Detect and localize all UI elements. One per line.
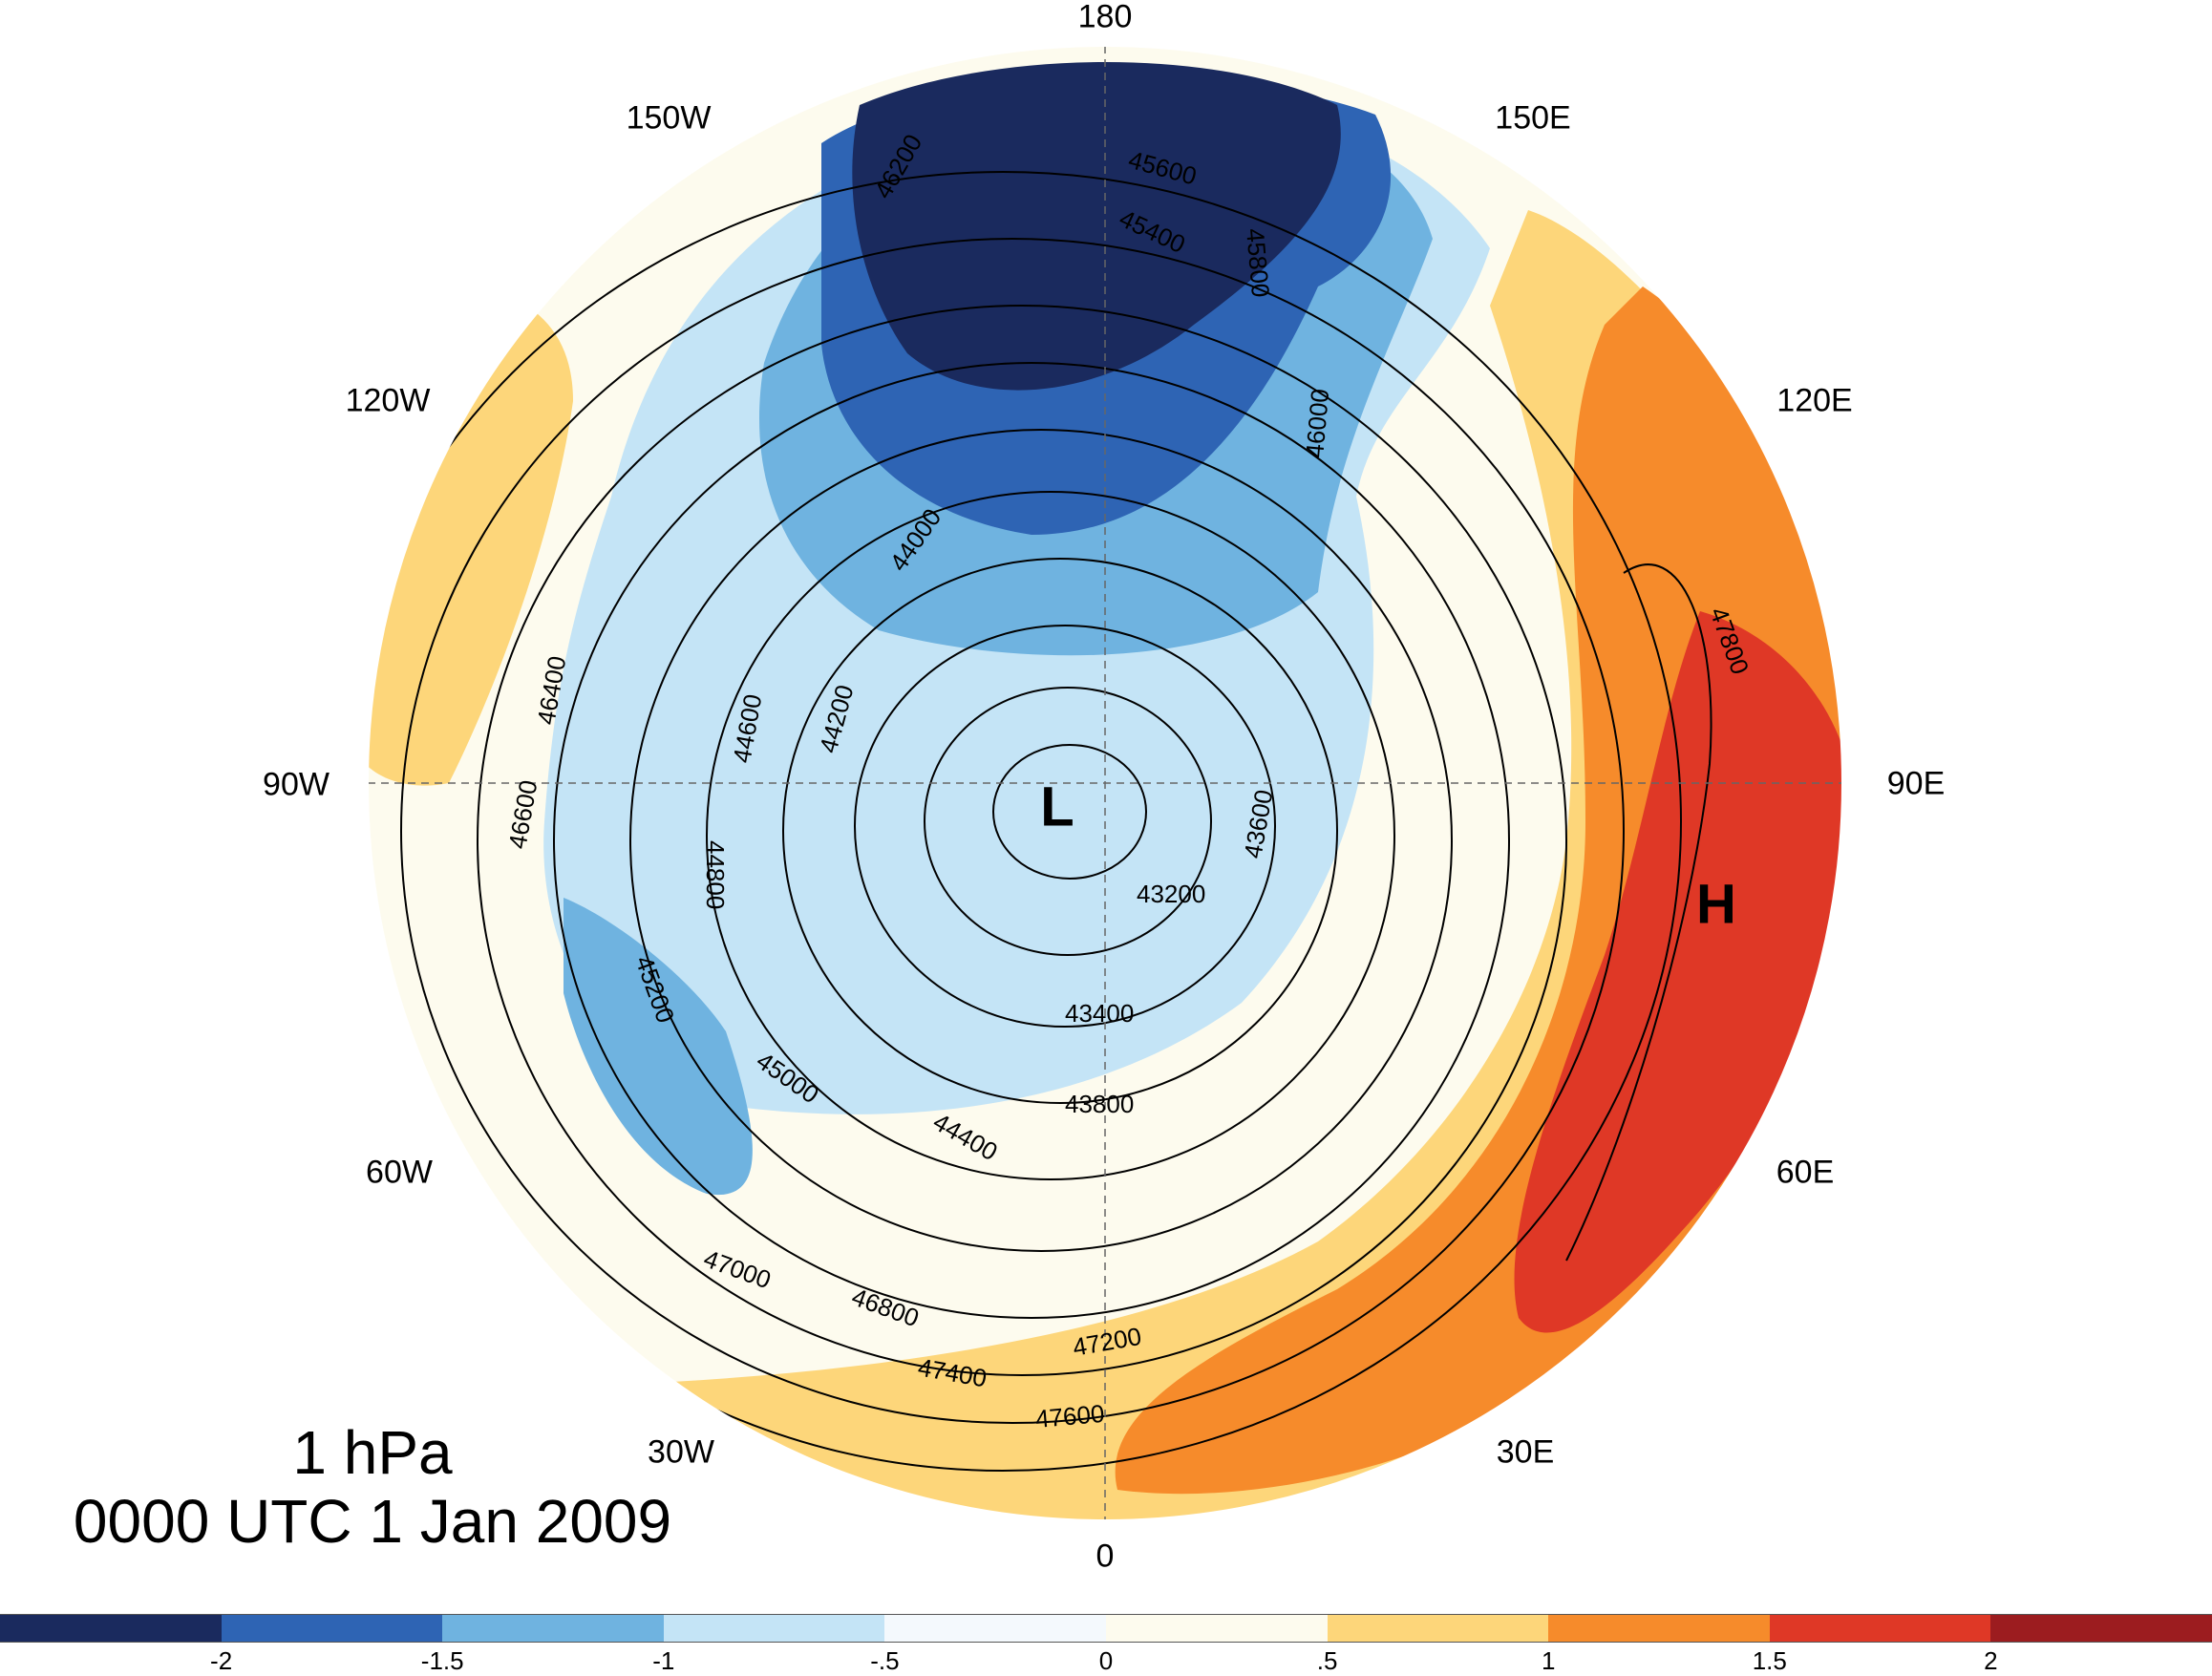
longitude-label-60w: 60W (366, 1154, 433, 1191)
longitude-label-180: 180 (1077, 0, 1133, 35)
contour-label-43400: 43400 (1065, 999, 1134, 1028)
longitude-label-150e: 150E (1495, 99, 1571, 137)
colorbar-segment (0, 1614, 222, 1643)
contour-line (1565, 563, 1712, 1262)
title-time: 0000 UTC 1 Jan 2009 (73, 1487, 672, 1556)
contour-line (854, 625, 1276, 1028)
colorbar-segment (1548, 1614, 1770, 1643)
longitude-label-60e: 60E (1776, 1154, 1835, 1191)
contour-line (706, 491, 1395, 1180)
height-contours (368, 171, 1712, 1472)
colorbar-tick-label: 1 (1541, 1646, 1556, 1675)
contour-line (992, 744, 1147, 880)
anomaly-colorbar (0, 1614, 2212, 1643)
colorbar-tick-label: -1.5 (420, 1646, 464, 1675)
contour-label-45800: 45800 (1241, 227, 1275, 299)
colorbar-tick-label: 0 (1098, 1646, 1114, 1675)
colorbar-tick-label: 1.5 (1752, 1646, 1787, 1675)
longitude-label-120e: 120E (1776, 382, 1853, 419)
colorbar-segment (1769, 1614, 1991, 1643)
contour-label-43200: 43200 (1137, 880, 1205, 908)
longitude-label-120w: 120W (345, 382, 431, 419)
longitude-label-150w: 150W (626, 99, 712, 137)
title-block: 1 hPa 0000 UTC 1 Jan 2009 (38, 1418, 707, 1556)
contour-line (477, 305, 1567, 1376)
longitude-label-90w: 90W (263, 766, 330, 803)
contour-line (368, 171, 1682, 1472)
colorbar-segment (663, 1614, 885, 1643)
colorbar-tick-label: -1 (652, 1646, 675, 1675)
title-level: 1 hPa (292, 1418, 453, 1487)
colorbar-segment (1105, 1614, 1328, 1643)
polar-map: 43200 43400 43600 43800 44000 44200 4440… (367, 45, 1843, 1521)
anomaly-mid-blue-region-south (564, 898, 753, 1196)
low-pressure-marker: L (1040, 775, 1074, 838)
contour-label-46000: 46000 (1300, 388, 1334, 459)
map-boundary (367, 45, 1843, 1521)
longitude-label-90e: 90E (1886, 765, 1946, 802)
longitude-label-30w: 30W (648, 1433, 714, 1471)
high-pressure-marker: H (1696, 873, 1736, 936)
longitude-label-30e: 30E (1496, 1433, 1555, 1471)
colorbar-segment (221, 1614, 443, 1643)
colorbar-segment (1990, 1614, 2212, 1643)
colorbar-segment (1327, 1614, 1549, 1643)
contour-line (782, 558, 1338, 1104)
colorbar-segment (884, 1614, 1106, 1643)
contour-line (400, 238, 1625, 1424)
longitude-label-0: 0 (1095, 1538, 1115, 1575)
colorbar-tick-label: -2 (210, 1646, 233, 1675)
longitude-gridlines (368, 46, 1842, 1520)
contour-label-43800: 43800 (1065, 1090, 1134, 1118)
contour-line (553, 362, 1510, 1319)
colorbar-tick-label: -.5 (870, 1646, 900, 1675)
colorbar-tick-label: .5 (1316, 1646, 1338, 1675)
colorbar-tick-label: 2 (1984, 1646, 1998, 1675)
contour-label-44800: 44800 (701, 840, 730, 909)
colorbar-segment (442, 1614, 664, 1643)
anomaly-red-region (1514, 611, 1842, 1333)
contour-line (924, 687, 1212, 956)
contour-line (629, 429, 1453, 1252)
contour-label-47600: 47600 (1034, 1399, 1106, 1433)
